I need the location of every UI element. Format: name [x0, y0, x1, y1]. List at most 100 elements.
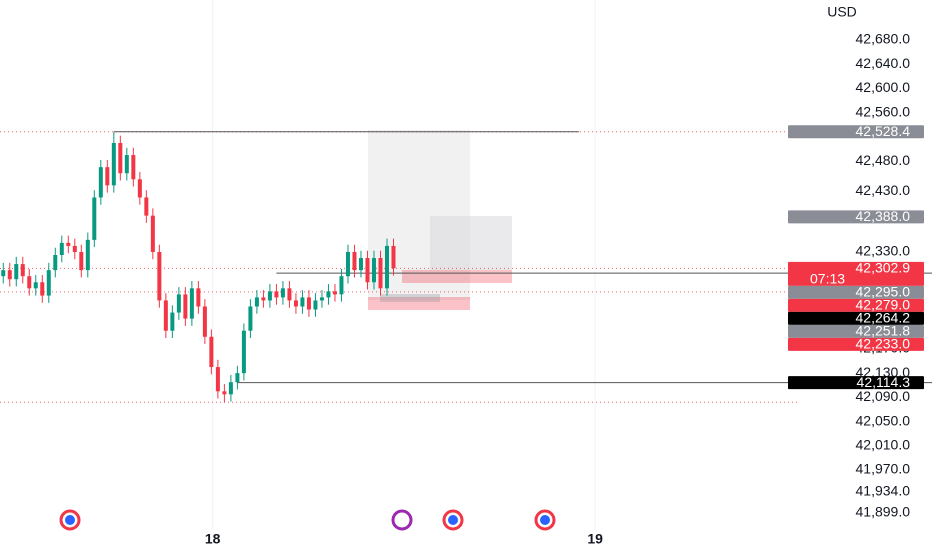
candle-body — [241, 330, 246, 374]
position-box — [380, 294, 440, 302]
candle-body — [319, 297, 324, 301]
candle-body — [267, 291, 272, 301]
price-label-bg — [788, 285, 924, 299]
candle-body — [293, 300, 298, 307]
candle-body — [53, 255, 58, 271]
candle-body — [1, 270, 6, 277]
price-label: 42,233.0 — [856, 336, 911, 352]
grid — [212, 0, 596, 530]
candle-body — [313, 300, 318, 310]
event-icon[interactable] — [391, 509, 413, 531]
y-tick-label: 42,330.0 — [856, 243, 911, 259]
candle-body — [27, 276, 32, 289]
candle-body — [209, 336, 214, 368]
event-icon[interactable] — [534, 509, 556, 531]
price-label-bg — [788, 324, 924, 338]
price-label-bg — [788, 298, 924, 312]
event-icon[interactable] — [65, 515, 75, 525]
candle-body — [358, 258, 363, 271]
price-label: 42,388.0 — [856, 208, 911, 224]
candle-body — [92, 197, 97, 240]
candle-body — [345, 251, 350, 277]
currency: USD — [827, 4, 857, 20]
event-icon[interactable] — [59, 509, 81, 531]
candle-body — [7, 270, 12, 280]
y-tick-label: 41,934.0 — [856, 483, 911, 499]
candle-body — [98, 167, 103, 198]
price-label-bg — [788, 210, 924, 224]
countdown: 07:13 — [810, 271, 845, 287]
candle-body — [157, 251, 162, 301]
candle-body — [235, 373, 240, 383]
y-tick-label: 42,600.0 — [856, 79, 911, 95]
candle-body — [306, 297, 311, 310]
candle-body — [365, 258, 370, 283]
price-label: 42,251.8 — [856, 323, 911, 339]
candle-body — [72, 245, 77, 252]
events — [59, 509, 556, 531]
candle-body — [261, 297, 266, 301]
candle-body — [384, 245, 389, 289]
price-label: 42,114.3 — [857, 374, 911, 390]
candle-body — [274, 291, 279, 298]
candle-body — [105, 167, 110, 186]
price-label: 42,302.9 — [856, 260, 911, 276]
candle-body — [228, 382, 233, 395]
candle-body — [131, 155, 136, 180]
candle-body — [124, 155, 129, 174]
candle-body — [163, 300, 168, 331]
y-tick-label: 41,899.0 — [856, 504, 911, 520]
candle-body — [371, 258, 376, 283]
y-tick-label: 42,480.0 — [856, 152, 911, 168]
y-tick-label: 42,560.0 — [856, 103, 911, 119]
candle-body — [20, 264, 25, 277]
candle-body — [222, 391, 227, 395]
y-tick-label: 42,050.0 — [856, 412, 911, 428]
candle-body — [391, 245, 396, 269]
candle-body — [254, 297, 259, 307]
price-label-bg — [788, 125, 924, 139]
price-label: 42,279.0 — [856, 297, 911, 313]
candle-body — [300, 297, 305, 307]
candle-body — [150, 215, 155, 252]
candle-body — [14, 264, 19, 280]
candle-body — [183, 294, 188, 319]
price-label-bg — [788, 261, 924, 286]
y-tick-label: 42,680.0 — [856, 31, 911, 47]
candle-body — [280, 288, 285, 298]
event-icon[interactable] — [448, 515, 458, 525]
candle-body — [248, 306, 253, 331]
candle-body — [378, 258, 383, 289]
position-box — [430, 216, 512, 270]
price-label-bg — [788, 376, 924, 390]
y-tick-label: 42,010.0 — [856, 437, 911, 453]
position-box — [368, 297, 470, 310]
position-box — [402, 270, 512, 283]
candle-body — [189, 288, 194, 319]
candle-body — [144, 197, 149, 216]
x-tick-label: 18 — [205, 531, 221, 547]
y-tick-label: 42,130.0 — [856, 364, 911, 380]
price-label-bg — [788, 337, 924, 351]
price-label: 42,528.4 — [856, 123, 911, 139]
x-tick-label: 19 — [587, 531, 603, 547]
price-label: 42,264.2 — [856, 310, 911, 326]
y-tick-label: 42,640.0 — [856, 55, 911, 71]
event-icon[interactable] — [540, 515, 550, 525]
candle-body — [287, 288, 292, 301]
candle-body — [137, 179, 142, 198]
y-tick-label: 42,090.0 — [856, 388, 911, 404]
candle-body — [111, 142, 116, 186]
candle-body — [79, 251, 84, 271]
candle-body — [40, 282, 45, 296]
price-label: 42,295.0 — [856, 284, 911, 300]
candle-body — [170, 312, 175, 331]
candle-body — [196, 288, 201, 307]
event-icon[interactable] — [442, 509, 464, 531]
candle-body — [339, 276, 344, 295]
candle-body — [202, 306, 207, 337]
candle-body — [66, 242, 71, 246]
candle-body — [46, 270, 51, 296]
